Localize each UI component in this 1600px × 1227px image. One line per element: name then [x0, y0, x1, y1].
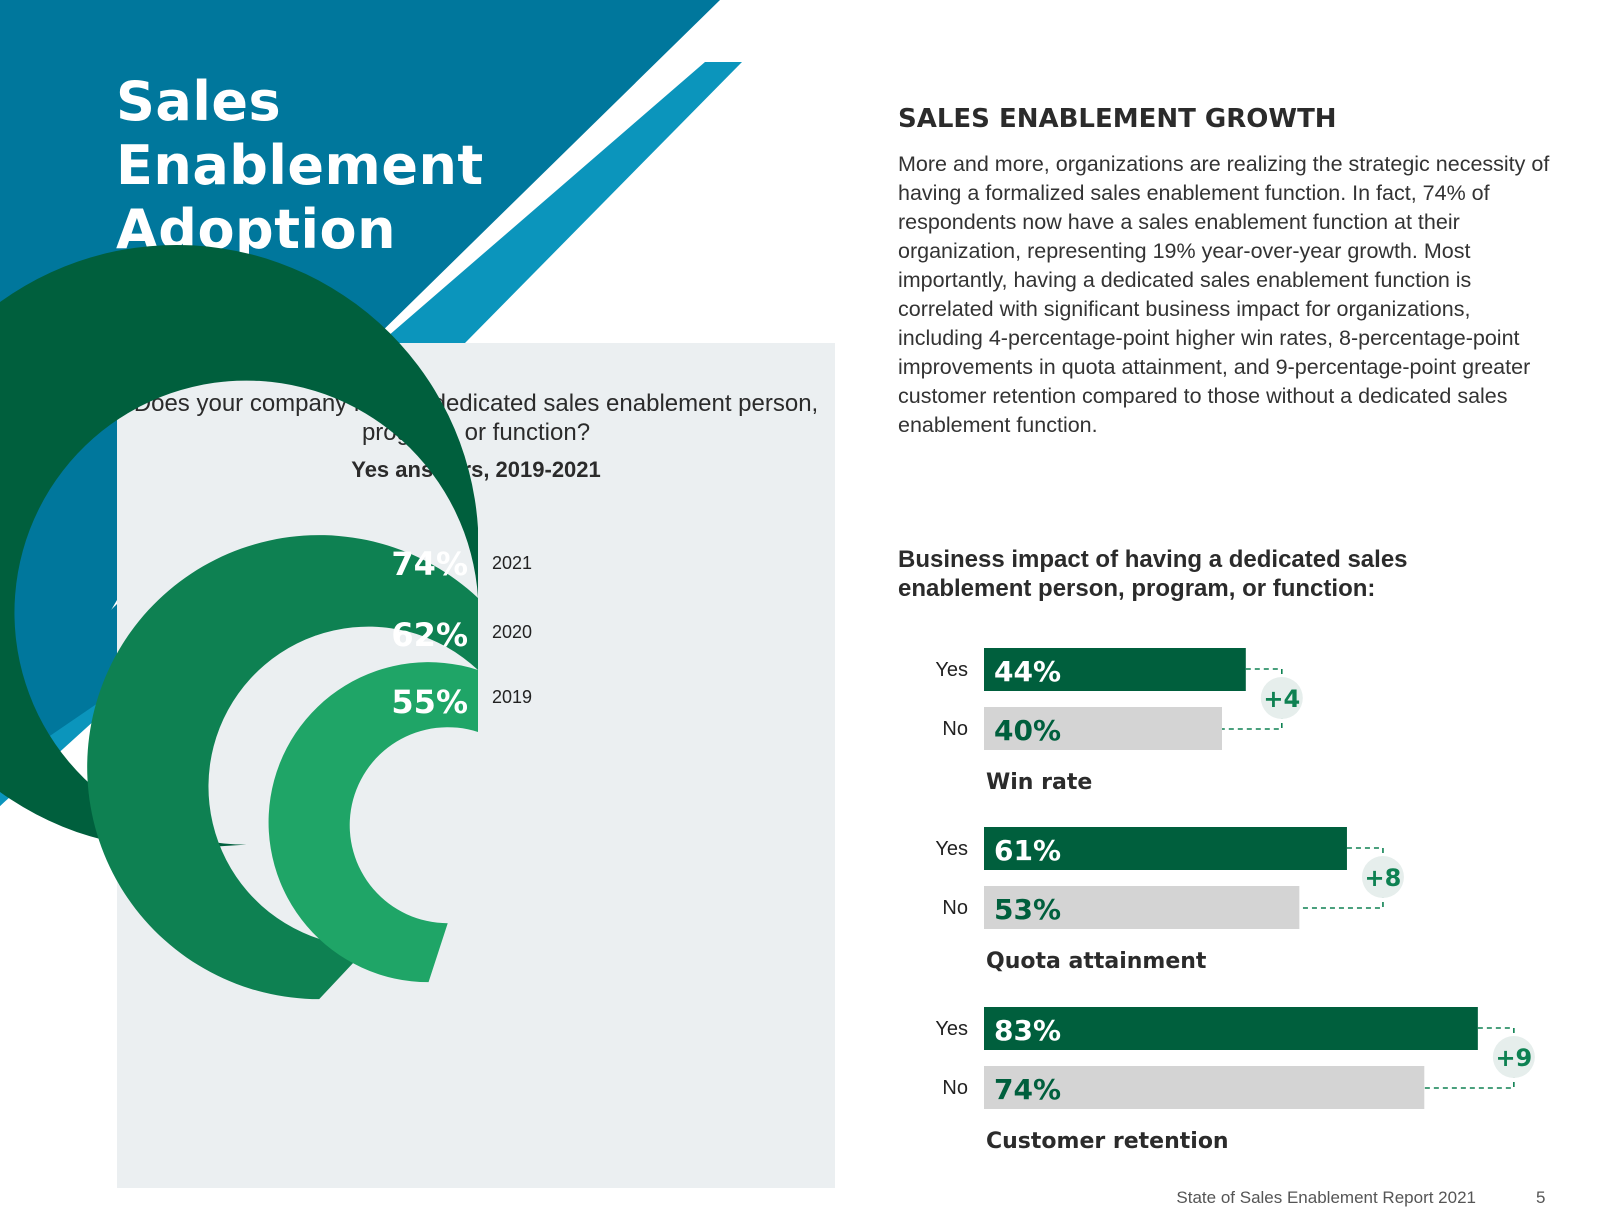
blue-banner-dark	[0, 0, 720, 800]
bar-category-label: Customer retention	[986, 1129, 1229, 1154]
delta-value: +9	[1495, 1044, 1532, 1072]
bar-no	[984, 1066, 1425, 1109]
radial-value-label: 55%	[391, 683, 468, 721]
page-title-line: Enablement	[116, 134, 484, 197]
bar-yes	[984, 648, 1246, 691]
bar-value-no: 53%	[994, 893, 1061, 926]
bar-no	[984, 886, 1300, 929]
bar-yes	[984, 1007, 1478, 1050]
bar-value-no: 74%	[994, 1073, 1061, 1106]
delta-badge	[1260, 677, 1303, 719]
radial-value-label: 62%	[391, 616, 468, 654]
radial-arc-2021	[0, 245, 478, 849]
bar-row-label-yes: Yes	[935, 659, 968, 681]
delta-value: +8	[1365, 864, 1402, 892]
bar-row-label-no: No	[942, 718, 968, 740]
radial-year-label: 2020	[492, 622, 532, 642]
bar-row-label-no: No	[942, 897, 968, 919]
section-body-text: More and more, organizations are realizi…	[898, 152, 1550, 437]
bar-value-yes: 61%	[994, 834, 1061, 867]
blue-stripe-light	[380, 62, 742, 343]
bar-value-no: 40%	[994, 714, 1061, 747]
radial-value-label: 74%	[391, 545, 468, 583]
radial-chart-subtitle: Yes answers, 2019-2021	[351, 457, 601, 482]
delta-value: +4	[1263, 685, 1300, 713]
footer-report-title: State of Sales Enablement Report 2021	[1176, 1188, 1476, 1207]
radial-arc-2020	[87, 535, 479, 1000]
bar-row-label-yes: Yes	[935, 838, 968, 860]
bar-row-label-yes: Yes	[935, 1018, 968, 1040]
radial-chart-panel: Does your company have a dedicated sales…	[117, 343, 835, 1188]
section-heading: SALES ENABLEMENT GROWTH	[898, 104, 1337, 134]
page-title-line: Sales	[116, 70, 282, 133]
radial-year-label: 2019	[492, 687, 532, 707]
radial-year-label: 2021	[492, 553, 532, 573]
page-number: 5	[1536, 1188, 1546, 1207]
bar-group-customer-retention: Yes No 83% 74% +9 Customer retention	[935, 1007, 1535, 1154]
bar-group-quota-attainment: Yes No 61% 53% +8 Quota attainment	[935, 827, 1404, 974]
bar-yes	[984, 827, 1347, 870]
radial-chart-title: Does your company have a dedicated sales…	[133, 390, 819, 446]
bar-value-yes: 44%	[994, 655, 1061, 688]
delta-badge	[1361, 856, 1404, 898]
bar-category-label: Win rate	[986, 770, 1092, 795]
bar-group-win-rate: Yes No 44% 40% +4 Win rate	[935, 648, 1303, 795]
bar-category-label: Quota attainment	[986, 949, 1207, 974]
bar-row-label-no: No	[942, 1077, 968, 1099]
radial-arc-2019	[268, 662, 478, 983]
impact-chart-title: Business impact of having a dedicated sa…	[898, 546, 1408, 602]
bar-value-yes: 83%	[994, 1014, 1061, 1047]
delta-badge	[1492, 1036, 1535, 1078]
bar-no	[984, 707, 1222, 750]
